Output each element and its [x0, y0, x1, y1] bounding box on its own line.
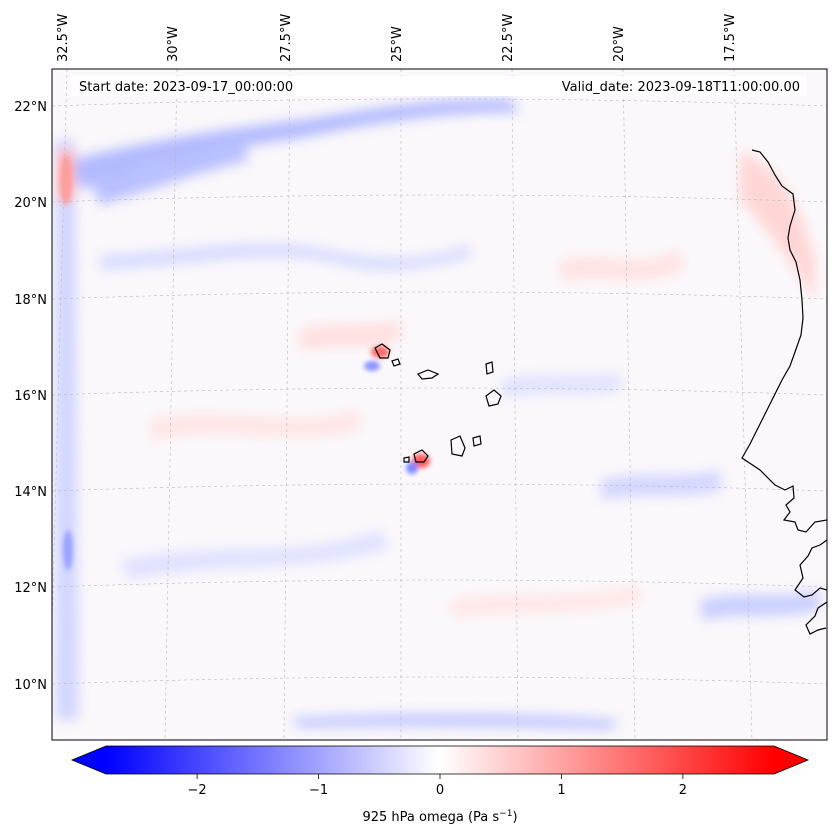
lon-label: 30°W — [166, 26, 181, 62]
parallel-gridline — [52, 291, 827, 300]
parallel-gridline — [52, 483, 827, 492]
lon-label: 22.5°W — [501, 14, 516, 62]
colorbar-tick-label: 2 — [679, 783, 687, 798]
colorbar-tick-label: 1 — [557, 783, 565, 798]
lat-label: 14°N — [14, 485, 47, 500]
colorbar-label: 925 hPa omega (Pa s−1) — [362, 809, 517, 825]
island-boa-vista — [485, 389, 502, 407]
africa-coastline — [741, 149, 827, 533]
parallel-gridline — [52, 676, 827, 685]
map-background — [52, 69, 827, 740]
colorbar-tick-label: −2 — [188, 783, 207, 798]
meridian-gridline — [733, 69, 753, 740]
island-fogo — [413, 449, 429, 463]
lon-label: 25°W — [390, 26, 405, 62]
island-maio — [472, 435, 482, 447]
lon-label: 27.5°W — [279, 14, 294, 62]
meridian-gridline — [283, 69, 291, 740]
map-panel: Start date: 2023-09-17_00:00:00 Valid_da… — [52, 69, 827, 740]
lat-label: 22°N — [14, 100, 47, 115]
colorbar-tick-label: −1 — [309, 783, 328, 798]
island-sao-vicente — [391, 358, 401, 367]
africa-coastline-tip — [805, 601, 827, 635]
lat-label: 16°N — [14, 389, 47, 404]
coastlines — [374, 149, 827, 635]
colorbar-min-extend — [72, 746, 106, 774]
meridian-gridline — [511, 69, 519, 740]
longitude-labels: 32.5°W 30°W 27.5°W 25°W 22.5°W 20°W 17.5… — [56, 14, 738, 62]
meridian-gridline — [164, 69, 178, 740]
africa-coastline-south — [794, 539, 827, 598]
parallel-gridline — [52, 387, 827, 396]
gridlines — [52, 69, 827, 740]
lat-label: 20°N — [14, 196, 47, 211]
colorbar-max-extend — [774, 746, 808, 774]
colorbar-outline — [70, 745, 810, 775]
colorbar-ticks: −2 −1 0 1 2 — [188, 774, 687, 798]
map-frame — [51, 68, 828, 741]
start-date-label: Start date: 2023-09-17_00:00:00 — [79, 80, 293, 95]
island-santiago — [450, 435, 466, 457]
colorbar-tick-label: 0 — [436, 783, 444, 798]
island-sao-nicolau — [417, 369, 440, 380]
valid-date-label: Valid_date: 2023-09-18T11:00:00.00 — [562, 80, 800, 95]
parallel-gridline — [52, 194, 827, 203]
lat-label: 18°N — [14, 293, 47, 308]
parallel-gridline — [52, 98, 827, 107]
lat-label: 12°N — [14, 581, 47, 596]
date-banner — [71, 76, 807, 96]
latitude-labels: 22°N 20°N 18°N 16°N 14°N 12°N 10°N — [14, 100, 47, 693]
island-brava — [403, 456, 410, 463]
lon-label: 20°W — [612, 26, 627, 62]
lat-label: 10°N — [14, 678, 47, 693]
colorbar: −2 −1 0 1 2 925 hPa omega (Pa s−1) — [70, 745, 810, 825]
island-santo-antao — [374, 343, 391, 359]
colorbar-gradient — [106, 746, 774, 774]
omega-extrema — [60, 155, 430, 570]
parallel-gridline — [52, 579, 827, 588]
lon-label: 17.5°W — [723, 14, 738, 62]
lon-label: 32.5°W — [56, 14, 71, 62]
meridian-gridline — [622, 69, 636, 740]
island-sal — [485, 361, 494, 375]
